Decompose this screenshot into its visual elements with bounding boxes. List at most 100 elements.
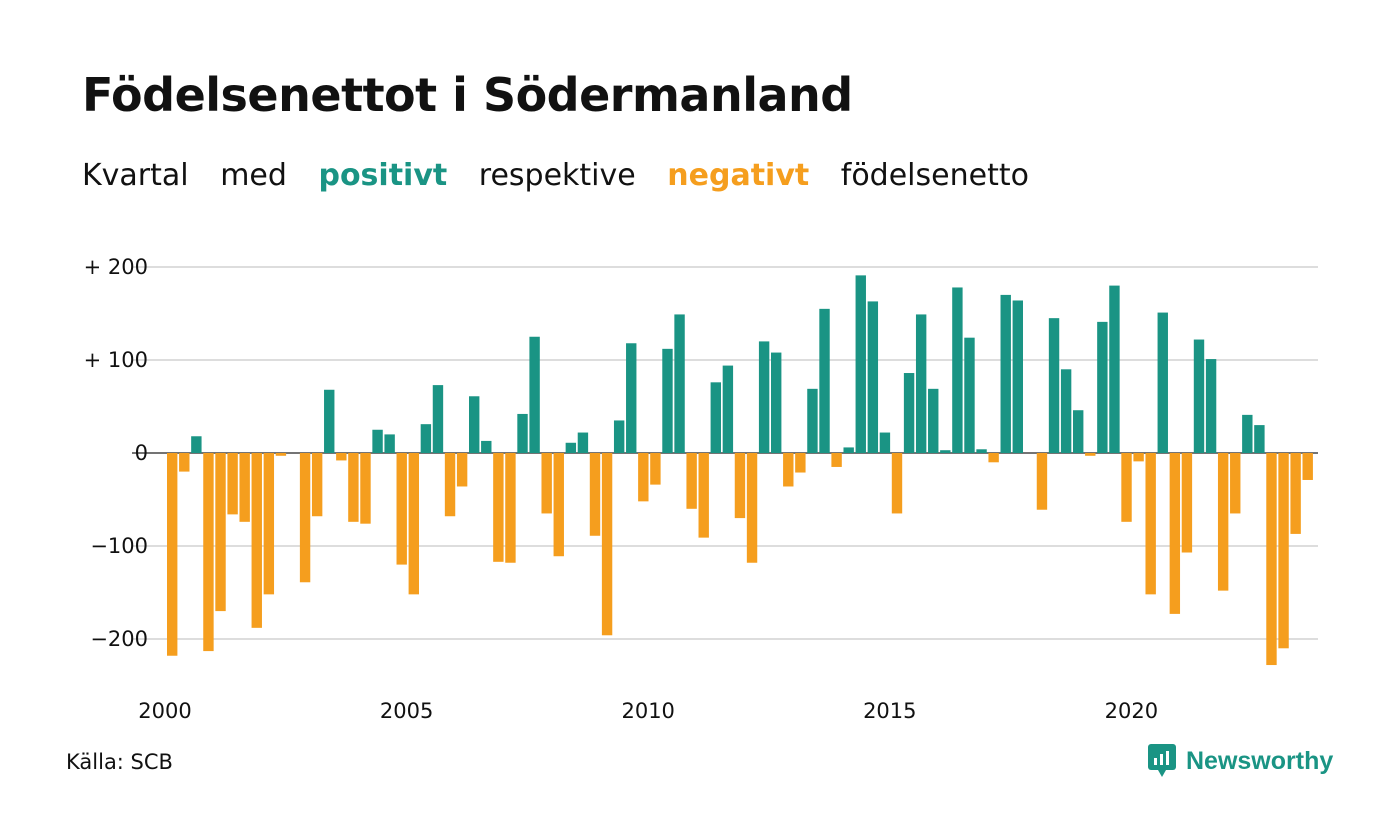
bar (360, 453, 371, 524)
bar (903, 373, 915, 453)
bar (167, 453, 178, 656)
chart-subtitle: Kvartal med positivt respektive negativt… (82, 158, 1051, 193)
bar (565, 442, 577, 453)
bar (372, 429, 383, 453)
bar (1145, 453, 1156, 595)
bar (1036, 453, 1048, 510)
bar (1109, 285, 1120, 453)
bar (1266, 453, 1277, 666)
bar (1012, 300, 1023, 453)
bar (867, 301, 879, 453)
bar (650, 453, 661, 485)
bar (964, 337, 975, 453)
bar (879, 432, 891, 453)
bar (481, 440, 492, 453)
bar (758, 341, 770, 453)
y-tick-label: 0 (135, 441, 148, 465)
x-tick-label: 2020 (1105, 699, 1158, 723)
bar (662, 348, 673, 453)
source-note: Källa: SCB (66, 750, 173, 774)
bar (529, 336, 540, 453)
bar (456, 453, 468, 487)
bar (444, 453, 456, 517)
x-tick-label: 2010 (621, 699, 674, 723)
bar (179, 453, 190, 472)
bar (686, 453, 697, 509)
bar (299, 453, 311, 583)
y-tick-label: + 100 (84, 348, 148, 372)
bar (203, 453, 214, 652)
y-tick-label: −200 (90, 627, 148, 651)
bar (638, 453, 649, 502)
bar (1205, 359, 1217, 453)
y-tick-label: −100 (90, 534, 148, 558)
bar (384, 434, 395, 453)
subtitle-word-respectively: respektive (478, 158, 636, 193)
bar (517, 413, 528, 453)
brand-logo: Newsworthy (1146, 742, 1333, 780)
bar (1181, 453, 1193, 553)
bar (891, 453, 903, 514)
subtitle-word-birth-net: födelsenetto (840, 158, 1029, 193)
bar (589, 453, 601, 536)
subtitle-negative-label: negativt (667, 158, 810, 193)
subtitle-word-with: med (220, 158, 287, 193)
bar (722, 365, 734, 453)
bar (771, 352, 782, 453)
bar (940, 450, 951, 453)
bar (1133, 453, 1144, 462)
bar (263, 453, 275, 595)
bar (1000, 294, 1011, 453)
bar (420, 424, 432, 453)
bar (1157, 312, 1168, 453)
bar (952, 287, 963, 453)
chart-title: Födelsenettot i Södermanland (82, 68, 853, 122)
bar (1073, 410, 1084, 453)
bar (348, 453, 359, 522)
y-tick-label: + 200 (84, 255, 148, 279)
bar (988, 453, 999, 463)
bar (227, 453, 238, 515)
bar (408, 453, 419, 595)
newsworthy-logo-icon (1148, 744, 1176, 777)
bar (915, 314, 927, 453)
bar (1193, 339, 1205, 453)
x-tick-label: 2005 (380, 699, 433, 723)
bar (541, 453, 552, 514)
bar (807, 388, 818, 453)
bar (746, 453, 758, 563)
bar (336, 453, 347, 461)
x-tick-label: 2000 (138, 699, 191, 723)
bar (783, 453, 794, 487)
bar (432, 385, 444, 453)
bar (324, 389, 335, 453)
bar (1169, 453, 1181, 614)
bar (928, 388, 939, 453)
bar (1290, 453, 1301, 534)
bar (795, 453, 806, 473)
subtitle-positive-label: positivt (318, 158, 448, 193)
bar (1217, 453, 1229, 591)
bar (976, 449, 987, 453)
bar (1048, 318, 1060, 453)
bar (275, 453, 287, 456)
brand-name: Newsworthy (1186, 746, 1334, 775)
bar (311, 453, 323, 517)
subtitle-word-quarter: Kvartal (82, 158, 189, 193)
bar (1230, 453, 1241, 514)
bar (396, 453, 407, 565)
bar (1097, 321, 1108, 453)
bar (493, 453, 504, 562)
bar (831, 453, 842, 467)
bar (505, 453, 516, 563)
bar (734, 453, 746, 519)
bar (626, 343, 637, 453)
bar (577, 432, 589, 453)
bar (553, 453, 564, 557)
bar (1254, 425, 1265, 453)
bar (601, 453, 613, 636)
bar (1242, 414, 1253, 453)
bar (1085, 453, 1096, 456)
bar (251, 453, 262, 628)
